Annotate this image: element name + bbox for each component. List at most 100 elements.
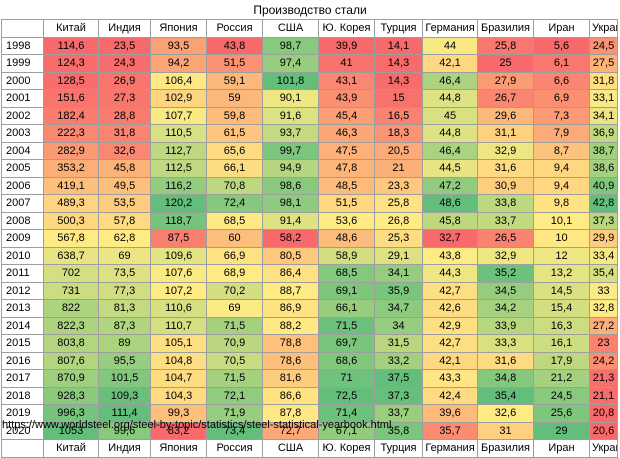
value-cell: 28,8 <box>98 106 151 125</box>
value-cell: 34,8 <box>477 369 534 388</box>
table-row: 2017 870,9 101,5 104,7 71,5 81,6 71 37,5 43,3 34,… <box>1 369 618 388</box>
value-cell: 33,3 <box>477 334 534 353</box>
column-header: Турция <box>374 19 423 38</box>
value-cell: 6,6 <box>533 71 590 90</box>
value-cell: 86,4 <box>262 264 319 283</box>
value-cell: 73,5 <box>98 264 151 283</box>
table-row: 1998 114,6 23,5 93,5 43,8 98,7 39,9 14,1 44 25,8 5… <box>1 36 618 55</box>
value-cell: 731 <box>43 281 99 300</box>
value-cell: 25,6 <box>533 404 590 423</box>
value-cell: 25,3 <box>374 229 423 248</box>
value-cell: 21,1 <box>589 386 618 405</box>
value-cell: 104,3 <box>150 386 207 405</box>
value-cell: 567,8 <box>43 229 99 248</box>
value-cell: 45,4 <box>318 106 375 125</box>
value-cell: 72,4 <box>206 194 263 213</box>
corner-cell <box>1 19 44 38</box>
value-cell: 109,3 <box>98 386 151 405</box>
value-cell: 35,7 <box>422 421 478 440</box>
column-header: США <box>262 19 319 38</box>
header-row-bottom: Китай Индия Япония Россия США Ю. Корея Турция Г… <box>1 439 618 458</box>
table-row: 2015 803,8 89 105,1 70,9 78,8 69,7 31,5 42,7 33,3… <box>1 334 618 353</box>
column-header: Индия <box>98 439 151 458</box>
value-cell: 107,6 <box>150 264 207 283</box>
value-cell: 870,9 <box>43 369 99 388</box>
value-cell: 44,5 <box>422 159 478 178</box>
column-header: Индия <box>98 19 151 38</box>
column-header: Россия <box>206 19 263 38</box>
year-cell: 2014 <box>1 316 44 335</box>
value-cell: 70,2 <box>206 281 263 300</box>
table-row: 2007 489,3 53,5 120,2 72,4 98,1 51,5 25,8 48,6 33… <box>1 194 618 213</box>
value-cell: 110,7 <box>150 316 207 335</box>
value-cell: 70,8 <box>206 176 263 195</box>
value-cell: 94,9 <box>262 159 319 178</box>
value-cell: 14,5 <box>533 281 590 300</box>
value-cell: 9,4 <box>533 159 590 178</box>
value-cell: 91,4 <box>262 211 319 230</box>
value-cell: 93,7 <box>262 124 319 143</box>
value-cell: 87,5 <box>150 229 207 248</box>
year-cell: 2005 <box>1 159 44 178</box>
value-cell: 101,5 <box>98 369 151 388</box>
table-row: 2000 128,5 26,9 106,4 59,1 101,8 43,1 14,3 46,4 2… <box>1 71 618 90</box>
value-cell: 86,6 <box>262 386 319 405</box>
value-cell: 53,5 <box>98 194 151 213</box>
value-cell: 39,9 <box>318 36 375 55</box>
value-cell: 42,7 <box>422 281 478 300</box>
value-cell: 25,8 <box>477 36 534 55</box>
value-cell: 35,2 <box>477 264 534 283</box>
value-cell: 40,9 <box>589 176 618 195</box>
value-cell: 34,7 <box>374 299 423 318</box>
value-cell: 45 <box>422 106 478 125</box>
table-row: 2012 731 77,3 107,2 70,2 88,7 69,1 35,9 42,7 34,5… <box>1 281 618 300</box>
value-cell: 48,6 <box>318 229 375 248</box>
table-row: 2013 822 81,3 110,6 69 86,9 66,1 34,7 42,6 34,2 15… <box>1 299 618 318</box>
value-cell: 43,3 <box>422 369 478 388</box>
value-cell: 353,2 <box>43 159 99 178</box>
value-cell: 42,7 <box>422 334 478 353</box>
value-cell: 88,2 <box>262 316 319 335</box>
value-cell: 89 <box>98 334 151 353</box>
table-row: 2014 822,3 87,3 110,7 71,5 88,2 71,5 34 42,9 33,9… <box>1 316 618 335</box>
value-cell: 32,6 <box>98 141 151 160</box>
value-cell: 90,1 <box>262 89 319 108</box>
value-cell: 78,8 <box>262 334 319 353</box>
value-cell: 47,2 <box>422 176 478 195</box>
value-cell: 32,6 <box>477 404 534 423</box>
value-cell: 500,3 <box>43 211 99 230</box>
value-cell: 30,9 <box>477 176 534 195</box>
value-cell: 42,9 <box>422 316 478 335</box>
value-cell: 43,9 <box>318 89 375 108</box>
column-header: Иран <box>533 439 590 458</box>
year-cell: 2015 <box>1 334 44 353</box>
value-cell: 49,5 <box>98 176 151 195</box>
value-cell: 57,8 <box>98 211 151 230</box>
value-cell: 68,5 <box>318 264 375 283</box>
value-cell: 60 <box>206 229 263 248</box>
value-cell: 110,5 <box>150 124 207 143</box>
value-cell: 16,3 <box>533 316 590 335</box>
table-row: 2003 222,3 31,8 110,5 61,5 93,7 46,3 18,3 44,8 31… <box>1 124 618 143</box>
value-cell: 69 <box>98 246 151 265</box>
value-cell: 34,5 <box>477 281 534 300</box>
value-cell: 110,6 <box>150 299 207 318</box>
steel-production-table: Китай Индия Япония Россия США Ю. Корея Турция Г… <box>1 19 618 458</box>
value-cell: 61,5 <box>206 124 263 143</box>
value-cell: 69,1 <box>318 281 375 300</box>
table-row: 2006 419,1 49,5 116,2 70,8 98,6 48,5 23,3 47,2 30… <box>1 176 618 195</box>
value-cell: 34 <box>374 316 423 335</box>
value-cell: 71,5 <box>206 369 263 388</box>
source-link[interactable]: https://www.worldsteel.org/steel-by-topi… <box>2 419 392 431</box>
value-cell: 111,4 <box>98 404 151 423</box>
value-cell: 116,2 <box>150 176 207 195</box>
table-row: 2008 500,3 57,8 118,7 68,5 91,4 53,6 26,8 45,8 33… <box>1 211 618 230</box>
year-cell: 2006 <box>1 176 44 195</box>
value-cell: 42,6 <box>422 299 478 318</box>
value-cell: 26,9 <box>98 71 151 90</box>
value-cell: 35,9 <box>374 281 423 300</box>
year-cell: 2004 <box>1 141 44 160</box>
year-cell: 2002 <box>1 106 44 125</box>
value-cell: 71,5 <box>318 316 375 335</box>
column-header: Иран <box>533 19 590 38</box>
